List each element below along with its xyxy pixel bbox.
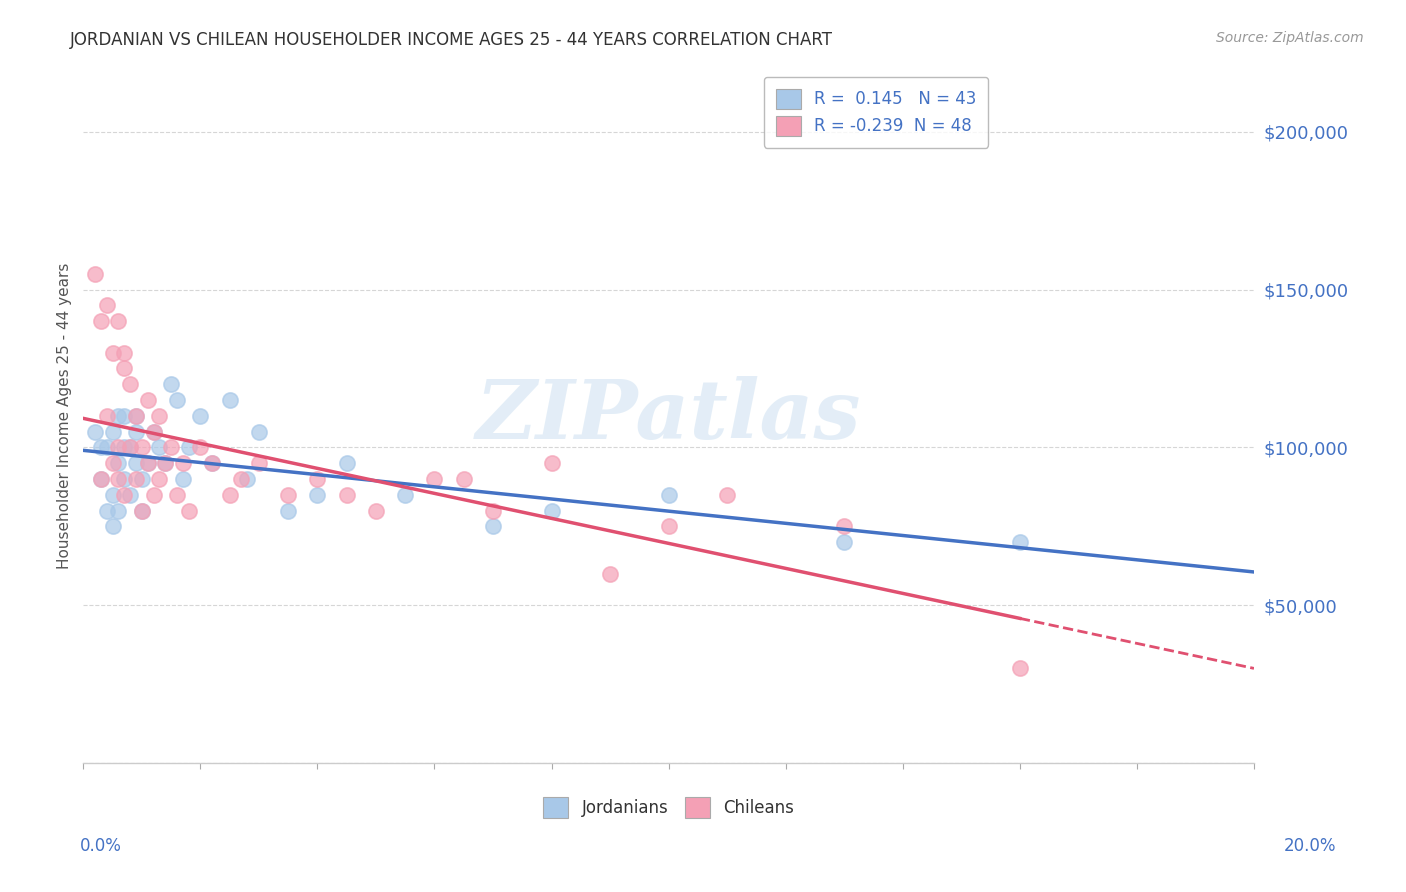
Point: [172, 456, 194, 470]
Point: [112, 488, 135, 502]
Point: [120, 488, 142, 502]
Point: [148, 472, 170, 486]
Point: [107, 314, 129, 328]
Point: [131, 503, 153, 517]
Point: [125, 456, 148, 470]
Point: [131, 503, 153, 517]
Point: [336, 456, 359, 470]
Point: [482, 503, 505, 517]
Point: [136, 456, 159, 470]
Point: [218, 488, 240, 502]
Point: [190, 409, 212, 423]
Point: [148, 409, 170, 423]
Point: [658, 488, 681, 502]
Point: [540, 503, 562, 517]
Point: [84, 425, 107, 439]
Point: [160, 377, 183, 392]
Point: [101, 456, 124, 470]
Point: [218, 392, 240, 407]
Point: [101, 488, 124, 502]
Point: [201, 456, 224, 470]
Point: [247, 456, 270, 470]
Point: [658, 519, 681, 533]
Point: [160, 441, 183, 455]
Point: [136, 392, 159, 407]
Point: [107, 441, 129, 455]
Point: [482, 519, 505, 533]
Text: JORDANIAN VS CHILEAN HOUSEHOLDER INCOME AGES 25 - 44 YEARS CORRELATION CHART: JORDANIAN VS CHILEAN HOUSEHOLDER INCOME …: [70, 31, 834, 49]
Point: [142, 488, 165, 502]
Point: [101, 345, 124, 359]
Point: [277, 488, 299, 502]
Point: [142, 425, 165, 439]
Point: [90, 441, 112, 455]
Legend: Jordanians, Chileans: Jordanians, Chileans: [537, 790, 801, 824]
Point: [247, 425, 270, 439]
Point: [84, 267, 107, 281]
Point: [155, 456, 177, 470]
Point: [453, 472, 475, 486]
Point: [394, 488, 416, 502]
Point: [166, 488, 188, 502]
Point: [131, 441, 153, 455]
Point: [336, 488, 359, 502]
Point: [125, 472, 148, 486]
Point: [307, 472, 329, 486]
Point: [236, 472, 259, 486]
Point: [96, 409, 118, 423]
Point: [599, 566, 621, 581]
Point: [832, 519, 855, 533]
Point: [107, 456, 129, 470]
Point: [131, 472, 153, 486]
Point: [125, 409, 148, 423]
Point: [96, 503, 118, 517]
Point: [1008, 661, 1031, 675]
Point: [177, 441, 200, 455]
Point: [101, 425, 124, 439]
Point: [423, 472, 446, 486]
Point: [112, 441, 135, 455]
Text: 0.0%: 0.0%: [80, 837, 122, 855]
Point: [190, 441, 212, 455]
Point: [277, 503, 299, 517]
Point: [148, 441, 170, 455]
Point: [120, 441, 142, 455]
Point: [166, 392, 188, 407]
Point: [136, 456, 159, 470]
Point: [364, 503, 387, 517]
Point: [120, 441, 142, 455]
Point: [125, 425, 148, 439]
Text: ZIPatlas: ZIPatlas: [475, 376, 862, 456]
Point: [112, 472, 135, 486]
Point: [96, 441, 118, 455]
Point: [307, 488, 329, 502]
Point: [107, 503, 129, 517]
Point: [155, 456, 177, 470]
Point: [112, 409, 135, 423]
Point: [125, 409, 148, 423]
Point: [540, 456, 562, 470]
Point: [90, 472, 112, 486]
Point: [101, 519, 124, 533]
Point: [112, 345, 135, 359]
Point: [96, 298, 118, 312]
Point: [142, 425, 165, 439]
Point: [120, 377, 142, 392]
Point: [1008, 535, 1031, 549]
Point: [90, 472, 112, 486]
Point: [716, 488, 738, 502]
Point: [112, 361, 135, 376]
Point: [107, 472, 129, 486]
Y-axis label: Householder Income Ages 25 - 44 years: Householder Income Ages 25 - 44 years: [58, 262, 72, 569]
Point: [107, 409, 129, 423]
Point: [231, 472, 253, 486]
Text: Source: ZipAtlas.com: Source: ZipAtlas.com: [1216, 31, 1364, 45]
Point: [172, 472, 194, 486]
Point: [832, 535, 855, 549]
Point: [177, 503, 200, 517]
Point: [201, 456, 224, 470]
Point: [90, 314, 112, 328]
Text: 20.0%: 20.0%: [1284, 837, 1337, 855]
